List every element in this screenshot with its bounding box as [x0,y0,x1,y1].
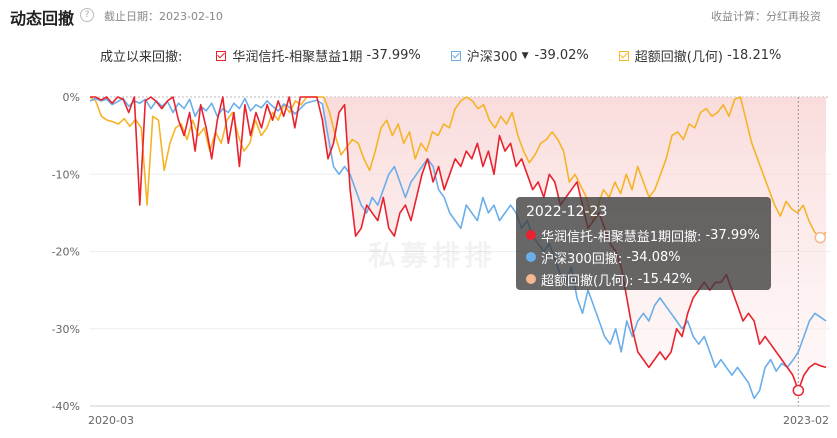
x-tick-label: 2020-03 [88,414,134,427]
watermark: 私募排排 [368,239,497,272]
legend-item-csi300[interactable]: 沪深300 ▼ -39.02% [450,46,589,65]
as-of-date: 截止日期：2023-02-10 [104,10,223,23]
caret-down-icon[interactable]: ▼ [521,50,529,61]
drawdown-area [322,97,826,391]
legend-label: 华润信托-相聚慧益1期 [232,50,363,65]
tooltip-label: 华润信托-相聚慧益1期回撤: [541,229,702,245]
y-tick-label: -20% [52,246,80,259]
series-dot-icon [526,274,536,284]
tooltip-label: 超额回撤(几何): [541,273,634,289]
tooltip: 2022-12-23 华润信托-相聚慧益1期回撤: -37.99% 沪深300回… [516,197,771,290]
help-icon[interactable]: ? [80,8,94,22]
series-line-2[interactable] [89,96,827,239]
tooltip-value: -34.08% [626,249,681,265]
legend-item-fund[interactable]: 华润信托-相聚慧益1期 -37.99% [216,46,421,65]
series-dot-icon [526,252,536,262]
y-tick-label: -30% [52,323,80,336]
checkbox-checked-icon[interactable] [618,50,629,61]
y-tick-label: 0% [63,91,80,104]
y-tick-label: -40% [52,400,80,413]
legend-value: -37.99% [366,48,421,63]
tooltip-value: -15.42% [637,271,692,287]
checkbox-checked-icon[interactable] [450,50,461,61]
legend-value: -39.02% [534,48,589,63]
tooltip-label: 沪深300回撤: [541,251,623,267]
page-title: 动态回撤 [10,9,75,28]
tooltip-value: -37.99% [705,227,760,243]
legend: 成立以来回撤: 华润信托-相聚慧益1期 -37.99% 沪深300 ▼ -39.02… [100,46,811,65]
tooltip-row-fund: 华润信托-相聚慧益1期回撤: -37.99% [526,224,761,246]
legend-item-excess[interactable]: 超额回撤(几何) -18.21% [618,46,782,65]
checkbox-checked-icon[interactable] [216,50,227,61]
tooltip-row-csi300: 沪深300回撤: -34.08% [526,246,761,268]
highlight-point [814,231,827,244]
tooltip-date: 2022-12-23 [526,204,608,220]
legend-prefix: 成立以来回撤: [100,50,183,65]
y-tick-label: -10% [52,168,80,181]
highlight-point [792,384,805,397]
legend-label: 超额回撤(几何) [634,50,723,65]
series-dot-icon [526,230,536,240]
series-line-1[interactable] [89,97,827,400]
x-tick-label: 2023-02 [783,414,829,427]
legend-value: -18.21% [727,48,782,63]
legend-label: 沪深300 [466,50,518,65]
calc-method[interactable]: 收益计算：分红再投资 [711,10,821,23]
tooltip-row-excess: 超额回撤(几何): -15.42% [526,268,761,290]
